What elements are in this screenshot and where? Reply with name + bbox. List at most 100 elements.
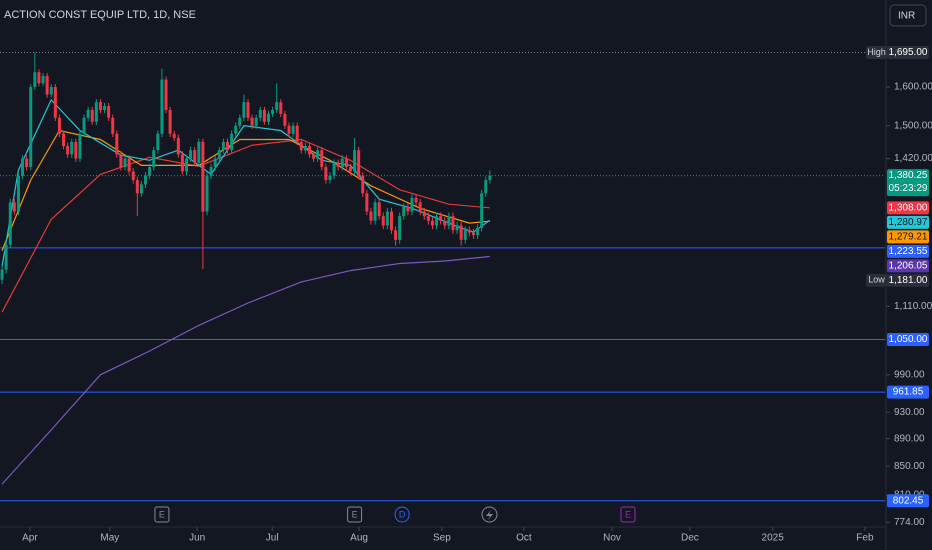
candle-body (307, 146, 311, 155)
candle-body (164, 79, 168, 110)
candle-body (234, 125, 238, 134)
candle-body (8, 202, 12, 245)
candle-body (135, 180, 139, 194)
countdown: 05:23:29 (889, 183, 928, 194)
candle-body (217, 150, 221, 159)
candle-body (484, 180, 488, 194)
candle-body (94, 102, 98, 122)
candle-body (29, 87, 33, 168)
y-tick-label: 1,600.00 (894, 82, 932, 93)
candle-body (115, 133, 119, 155)
candle-body (283, 113, 287, 126)
badge-label: 1,223.55 (889, 246, 928, 257)
candle-body (480, 193, 484, 228)
event-label: E (625, 509, 631, 519)
candle-body (316, 150, 320, 159)
candle-body (172, 133, 176, 138)
candle-body (33, 72, 37, 88)
badge-box (887, 273, 929, 287)
candle-body (451, 216, 455, 231)
price-badge: 1,279.21 (887, 230, 929, 244)
badge-label: 1,308.00 (889, 202, 928, 213)
candle-body (377, 202, 381, 217)
candle-body (246, 102, 250, 118)
badge-box (887, 385, 929, 399)
candle-body (365, 193, 369, 212)
candle-body (12, 202, 16, 212)
candle-body (21, 158, 25, 176)
candle-body (111, 117, 115, 134)
badge-box (887, 259, 929, 273)
candle-body (107, 106, 111, 118)
candle-body (180, 154, 184, 172)
candle-body (53, 87, 57, 118)
candle-body (86, 109, 90, 118)
candle-body (369, 211, 373, 221)
candle-body (168, 109, 172, 134)
badge-label: 1,181.00 (889, 275, 928, 286)
candle-body (197, 141, 201, 163)
candle-body (98, 102, 102, 110)
candle-body (295, 125, 299, 142)
x-tick-label: Jul (266, 533, 279, 544)
badge-box (887, 230, 929, 244)
price-badge: 961.85 (887, 385, 929, 399)
badge-box (887, 333, 929, 347)
candle-body (426, 216, 430, 221)
badge-name: Low (868, 275, 885, 285)
candle-body (258, 109, 262, 118)
candle-body (357, 150, 361, 176)
event-marker (154, 506, 170, 523)
candle-body (463, 230, 467, 240)
candle-body (336, 162, 340, 168)
candle-body (0, 269, 4, 280)
candle-body (238, 117, 242, 126)
currency[interactable]: INR (898, 11, 915, 22)
candle-body (41, 75, 45, 84)
event-marker (394, 506, 410, 523)
candle-body (488, 175, 492, 181)
badge-box (887, 494, 929, 508)
event-marker (620, 506, 636, 523)
price-badge: 1,181.00 Low (866, 273, 929, 287)
x-tick-label: Apr (22, 533, 38, 544)
candle-body (185, 158, 189, 172)
candle-body (82, 117, 86, 134)
y-tick-label: 1,110.00 (894, 301, 932, 312)
candle-body (381, 216, 385, 226)
price-badge: 1,380.25 05:23:29 (887, 169, 929, 197)
candle-body (78, 133, 82, 159)
candle-body (410, 197, 414, 212)
candle-body (398, 216, 402, 240)
candle-body (385, 211, 389, 226)
moving-average (1, 255, 490, 485)
price-badge: 1,280.97 (887, 215, 929, 229)
y-tick-label: 774.00 (894, 517, 925, 528)
badge-label: 1,050.00 (889, 334, 928, 345)
candle-body (148, 167, 152, 176)
candle-body (476, 227, 480, 236)
dividend-icon (481, 506, 498, 523)
candle-body (373, 202, 377, 221)
candle-body (414, 197, 418, 203)
badge-label: 1,280.97 (889, 217, 928, 228)
currency-button[interactable] (889, 4, 927, 27)
candle-body (74, 141, 78, 159)
badge-box (887, 169, 929, 197)
candle-body (201, 141, 205, 212)
candle-body (230, 133, 234, 151)
badge-box (887, 45, 929, 59)
price-badge: 1,050.00 (887, 333, 929, 347)
candle-body (332, 162, 336, 176)
x-tick-label: Nov (603, 533, 621, 544)
candle-body (279, 102, 283, 114)
price-badge: 1,223.55 (887, 244, 929, 258)
candle-body (324, 167, 328, 181)
candle-body (189, 150, 193, 159)
candle-body (213, 158, 217, 168)
candle-body (193, 150, 197, 163)
candle-body (209, 167, 213, 176)
candle-body (303, 146, 307, 151)
candle-body (291, 125, 295, 134)
